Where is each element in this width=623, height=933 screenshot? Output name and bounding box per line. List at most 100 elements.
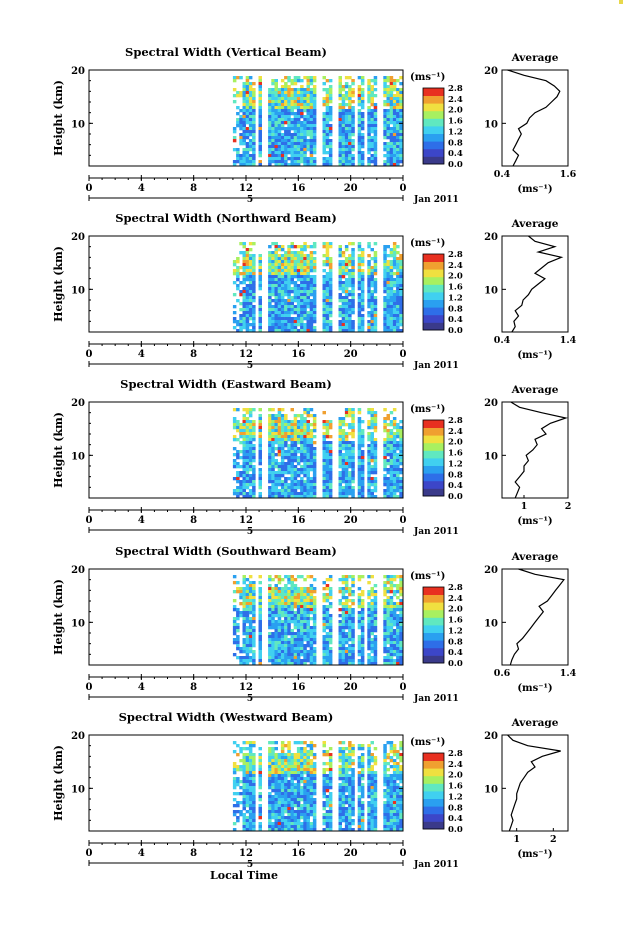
avg-x-tick-label: 1 — [513, 834, 520, 845]
colorbar-tick-label: 2.0 — [448, 771, 463, 781]
colorbar-swatch — [423, 610, 444, 618]
date-label: Jan 2011 — [413, 694, 459, 704]
colorbar-unit: (ms⁻¹) — [410, 571, 445, 582]
colorbar-swatch — [423, 799, 444, 807]
colorbar: 0.00.40.81.21.62.02.42.8 — [423, 84, 463, 170]
colorbar-swatch — [423, 262, 444, 270]
colorbar-swatch — [423, 473, 444, 481]
x-tick-label: 20 — [344, 848, 358, 859]
colorbar-unit: (ms⁻¹) — [410, 737, 445, 748]
colorbar-swatch — [423, 783, 444, 791]
colorbar-tick-label: 2.8 — [448, 84, 463, 94]
x-tick-label: 20 — [344, 515, 358, 526]
colorbar-swatch — [423, 315, 444, 323]
x-tick-label: 4 — [138, 682, 145, 693]
colorbar-tick-label: 0.8 — [448, 637, 463, 647]
colorbar-swatch — [423, 126, 444, 134]
date-label: Jan 2011 — [413, 860, 459, 870]
avg-y-tick-label: 20 — [484, 398, 498, 409]
avg-y-tick-label: 10 — [484, 119, 498, 130]
y-tick-label: 10 — [71, 451, 85, 462]
x-tick-label: 20 — [344, 183, 358, 194]
x-tick-label: 0 — [86, 848, 93, 859]
colorbar-unit: (ms⁻¹) — [410, 72, 445, 83]
colorbar-swatch — [423, 420, 444, 428]
avg-x-tick-label: 0.6 — [494, 668, 511, 679]
x-tick-label: 16 — [291, 682, 305, 693]
corner-mark — [619, 0, 623, 4]
avg-x-tick-label: 2 — [565, 501, 572, 512]
y-tick-label: 20 — [71, 398, 85, 409]
colorbar-tick-label: 0.0 — [448, 659, 463, 669]
x-tick-label: 8 — [190, 515, 197, 526]
colorbar: 0.00.40.81.21.62.02.42.8 — [423, 583, 463, 669]
avg-y-tick-label: 10 — [484, 451, 498, 462]
colorbar-swatch — [423, 435, 444, 443]
colorbar-tick-label: 0.8 — [448, 803, 463, 813]
colorbar-swatch — [423, 625, 444, 633]
x-tick-label: 12 — [239, 848, 253, 859]
colorbar-swatch — [423, 269, 444, 277]
colorbar: 0.00.40.81.21.62.02.42.8 — [423, 250, 463, 336]
colorbar-tick-label: 2.8 — [448, 749, 463, 759]
panel-title: Spectral Width (Northward Beam) — [115, 211, 337, 225]
colorbar-swatch — [423, 776, 444, 784]
colorbar-swatch — [423, 640, 444, 648]
average-title: Average — [511, 52, 559, 64]
avg-y-tick-label: 20 — [484, 66, 498, 77]
colorbar-tick-label: 2.8 — [448, 583, 463, 593]
x-tick-label: 8 — [190, 682, 197, 693]
colorbar-swatch — [423, 458, 444, 466]
average-profile-line — [508, 70, 560, 166]
avg-x-tick-label: 1 — [521, 501, 528, 512]
panel-1: Spectral Width (Vertical Beam)2010Height… — [52, 45, 577, 205]
colorbar-tick-label: 2.0 — [448, 438, 463, 448]
colorbar-swatch — [423, 450, 444, 458]
avg-y-tick-label: 10 — [484, 784, 498, 795]
colorbar-swatch — [423, 292, 444, 300]
x-tick-label: 4 — [138, 515, 145, 526]
colorbar-tick-label: 2.4 — [448, 760, 463, 770]
average-title: Average — [511, 384, 559, 396]
y-axis-label: Height (km) — [52, 246, 65, 322]
average-title: Average — [511, 218, 559, 230]
average-frame — [502, 70, 568, 166]
colorbar-tick-label: 2.0 — [448, 272, 463, 282]
x-tick-label: 12 — [239, 183, 253, 194]
colorbar-swatch — [423, 254, 444, 262]
colorbar-tick-label: 1.6 — [448, 782, 463, 792]
y-tick-label: 20 — [71, 731, 85, 742]
colorbar-swatch — [423, 655, 444, 663]
colorbar-swatch — [423, 111, 444, 119]
x-tick-label: 12 — [239, 682, 253, 693]
x-tick-label: 4 — [138, 183, 145, 194]
average-profile-line — [510, 569, 564, 665]
panel-4: Spectral Width (Southward Beam)2010Heigh… — [52, 544, 577, 704]
y-tick-label: 20 — [71, 66, 85, 77]
x-tick-label: 0 — [86, 682, 93, 693]
colorbar-swatch — [423, 103, 444, 111]
avg-x-tick-label: 0.4 — [494, 169, 511, 180]
colorbar-swatch — [423, 300, 444, 308]
x-tick-label: 16 — [291, 848, 305, 859]
avg-x-tick-label: 2 — [550, 834, 557, 845]
x-tick-label: 0 — [400, 515, 407, 526]
x-tick-label: 16 — [291, 183, 305, 194]
colorbar-swatch — [423, 791, 444, 799]
panel-3: Spectral Width (Eastward Beam)2010Height… — [52, 377, 571, 537]
y-tick-label: 20 — [71, 565, 85, 576]
colorbar-tick-label: 1.6 — [448, 616, 463, 626]
y-tick-label: 10 — [71, 618, 85, 629]
average-frame — [502, 236, 568, 332]
colorbar-swatch — [423, 633, 444, 641]
colorbar-swatch — [423, 277, 444, 285]
colorbar-tick-label: 1.6 — [448, 283, 463, 293]
panel-title: Spectral Width (Vertical Beam) — [125, 45, 327, 59]
x-tick-label: 0 — [86, 349, 93, 360]
colorbar-tick-label: 2.0 — [448, 605, 463, 615]
colorbar-tick-label: 1.6 — [448, 117, 463, 127]
x-tick-label: 8 — [190, 183, 197, 194]
